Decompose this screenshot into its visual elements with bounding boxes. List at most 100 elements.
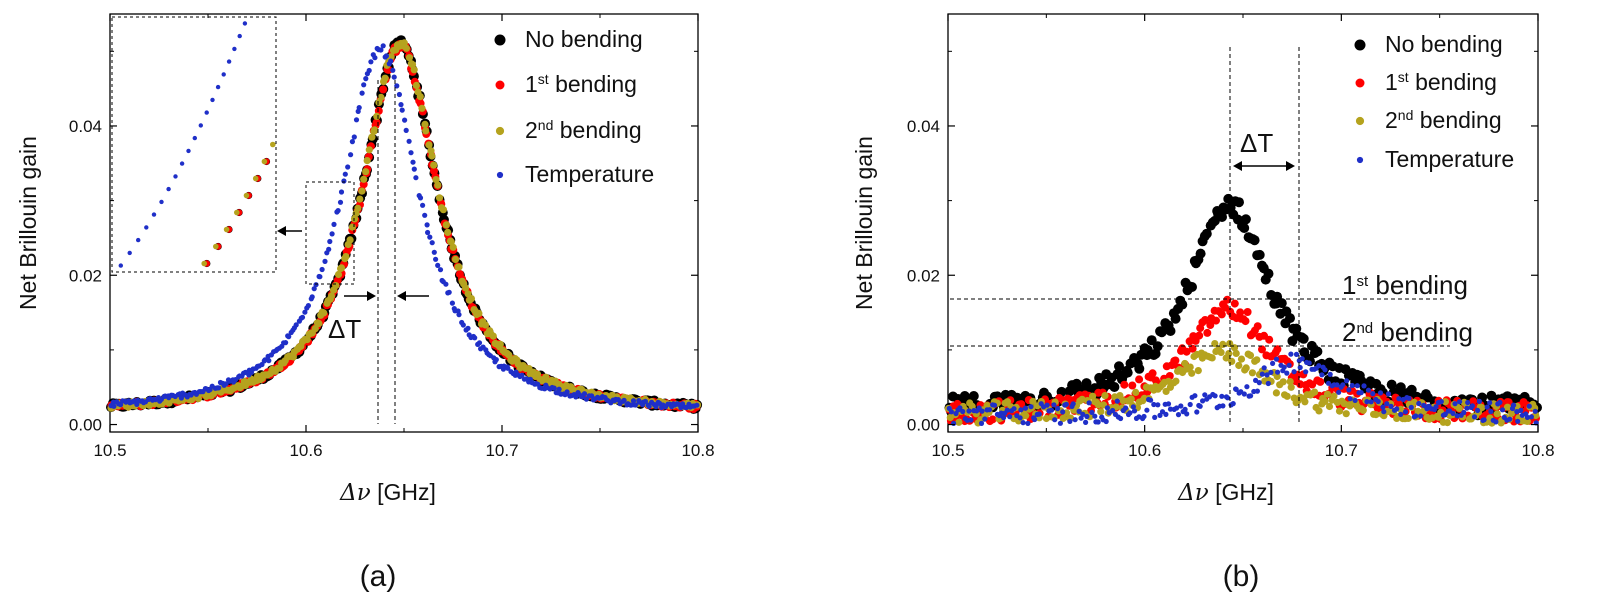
data-point: [1368, 399, 1374, 405]
data-point: [1281, 364, 1287, 370]
data-point: [1413, 413, 1419, 419]
data-point: [1086, 400, 1092, 406]
x-axis-label-a: Δν [GHz]: [339, 479, 436, 506]
data-point: [1273, 372, 1281, 381]
data-point: [1132, 388, 1140, 396]
data-point: [1089, 409, 1095, 415]
data-point: [1461, 409, 1467, 416]
inset-series-2: [201, 141, 276, 267]
data-point: [957, 405, 963, 411]
data-point: [283, 340, 289, 346]
data-point: [455, 263, 463, 271]
legend-marker: [495, 80, 505, 90]
y-axis-label-a: Net Brillouin gain: [15, 136, 41, 310]
data-point: [1228, 357, 1236, 365]
data-point: [443, 281, 449, 287]
data-point: [1127, 410, 1133, 416]
data-point: [1346, 387, 1352, 393]
data-point: [1234, 197, 1244, 208]
data-point: [1303, 369, 1309, 375]
data-point: [433, 256, 439, 262]
data-point: [1233, 386, 1239, 392]
data-point: [1157, 412, 1163, 418]
data-point: [1319, 372, 1325, 378]
data-point: [1225, 395, 1231, 401]
data-point: [358, 187, 366, 195]
data-point: [390, 67, 396, 73]
data-point: [1372, 411, 1380, 419]
data-point: [335, 208, 341, 214]
data-point: [431, 249, 437, 255]
data-point: [1123, 405, 1129, 411]
x-axis-label-b: Δν [GHz]: [1177, 479, 1274, 506]
data-point: [359, 180, 368, 189]
data-point: [1469, 397, 1478, 406]
data-point: [1464, 405, 1470, 411]
data-point: [1286, 362, 1292, 368]
data-point: [1285, 313, 1295, 324]
data-point: [472, 335, 478, 341]
inset-arrow: [277, 226, 302, 236]
data-point: [1384, 407, 1392, 415]
data-point: [1092, 413, 1098, 419]
data-point: [1381, 409, 1387, 415]
data-point: [1048, 407, 1055, 413]
y-tick-label: 0.00: [907, 416, 940, 435]
inset-point: [144, 225, 149, 230]
data-point: [1128, 381, 1137, 390]
data-point: [1246, 351, 1255, 359]
legend-marker: [1355, 116, 1365, 126]
data-point: [338, 189, 345, 195]
data-point: [1298, 333, 1309, 344]
data-point: [1264, 372, 1270, 378]
data-point: [564, 389, 570, 395]
data-point: [1063, 401, 1069, 407]
data-point: [1020, 420, 1026, 426]
data-point: [1177, 299, 1188, 310]
data-point: [1232, 349, 1240, 357]
data-point: [1211, 340, 1219, 348]
data-point: [1385, 391, 1392, 397]
inset-frame: [111, 16, 277, 273]
data-point: [348, 152, 354, 158]
data-points-a: [106, 35, 703, 414]
data-point: [1181, 359, 1189, 368]
data-point: [1182, 406, 1188, 412]
data-point: [1044, 402, 1050, 408]
data-point: [1243, 308, 1252, 316]
data-point: [1095, 419, 1101, 425]
y-tick-label: 0.04: [69, 117, 102, 136]
data-point: [293, 322, 299, 328]
inset-point: [201, 260, 207, 267]
data-point: [1114, 398, 1120, 404]
data-point: [1340, 382, 1346, 388]
data-point: [418, 104, 426, 112]
data-point: [1478, 404, 1486, 412]
data-point: [391, 74, 397, 80]
inset-point: [232, 46, 237, 52]
data-point: [1256, 380, 1262, 386]
inset-point: [234, 209, 240, 216]
data-point: [398, 102, 404, 108]
x-tick-label: 10.5: [93, 441, 126, 460]
data-point: [1301, 398, 1309, 406]
data-point: [1022, 405, 1029, 411]
data-point: [1127, 395, 1135, 403]
data-point: [1197, 403, 1203, 409]
data-point: [1230, 299, 1239, 308]
data-point: [1097, 408, 1105, 416]
data-point: [1259, 371, 1265, 377]
axes-a: 10.5 10.6 10.7 10.8 0.00 0.02 0.04: [69, 14, 715, 460]
data-point: [1240, 214, 1251, 225]
x-axis-unit-a: [GHz]: [377, 479, 436, 505]
legend-marker: [1354, 39, 1366, 51]
data-point: [1276, 298, 1287, 309]
data-point: [449, 243, 457, 251]
data-point: [1275, 369, 1281, 375]
data-point: [1465, 399, 1471, 406]
data-point: [979, 408, 985, 414]
data-point: [1203, 328, 1212, 337]
data-point: [1286, 378, 1294, 386]
data-point: [1396, 396, 1402, 402]
data-point: [356, 105, 362, 111]
